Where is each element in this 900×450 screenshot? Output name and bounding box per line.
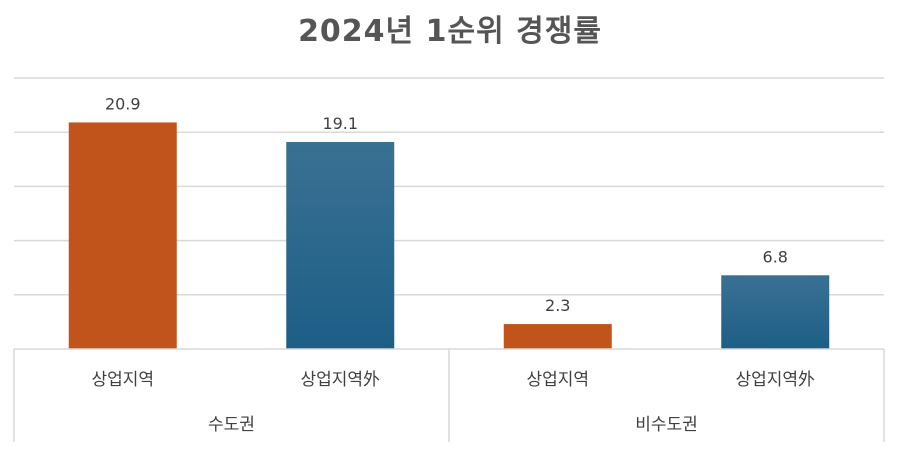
data-label: 20.9 [105, 94, 141, 113]
category-axis: 상업지역 상업지역外 상업지역 상업지역外 수도권 비수도권 [13, 348, 885, 442]
data-label: 19.1 [322, 114, 358, 133]
data-label: 6.8 [763, 247, 788, 266]
bar [721, 275, 830, 349]
chart-title: 2024년 1순위 경쟁률 [298, 14, 602, 49]
x-tick-label: 상업지역 [91, 370, 154, 390]
data-label: 2.3 [545, 296, 570, 315]
bar [286, 141, 395, 349]
x-tick-label: 상업지역外 [735, 370, 815, 390]
bars [68, 122, 830, 349]
bar [503, 324, 612, 349]
bar [68, 122, 177, 349]
x-tick-label: 상업지역 [526, 370, 589, 390]
value-labels: 20.9 19.1 2.3 6.8 [105, 94, 788, 315]
x-group-label: 비수도권 [635, 415, 698, 435]
x-tick-label: 상업지역外 [300, 370, 380, 390]
x-group-label: 수도권 [208, 415, 255, 435]
